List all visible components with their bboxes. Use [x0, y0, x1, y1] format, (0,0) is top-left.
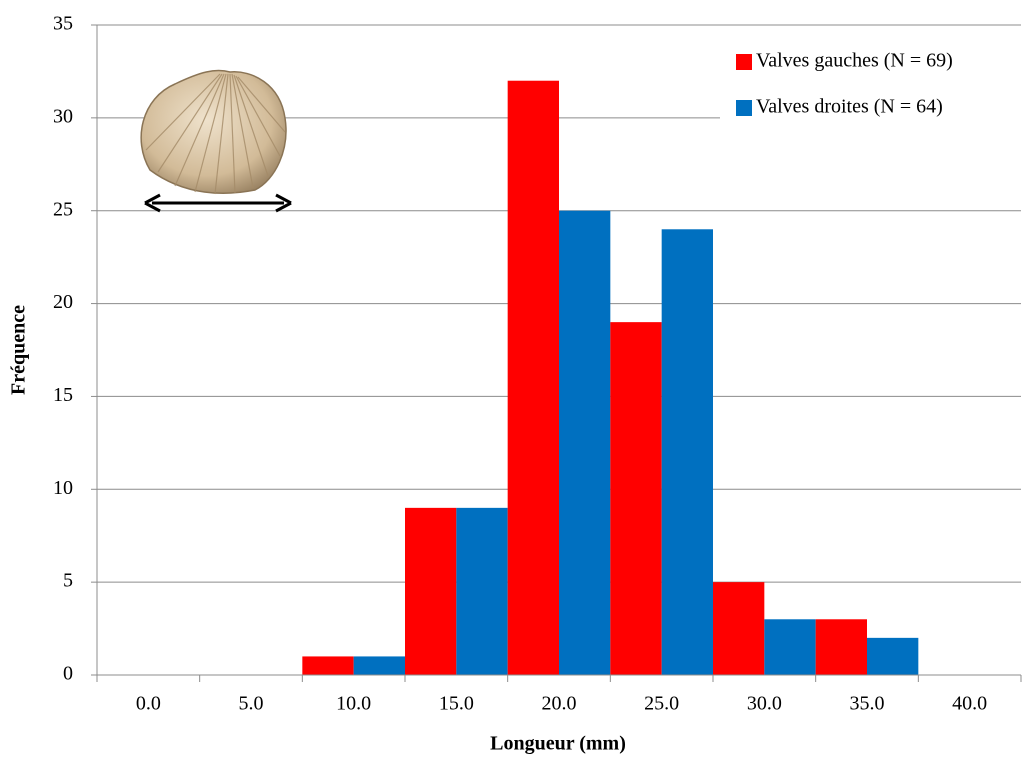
y-tick-label: 5 — [63, 570, 73, 592]
bar — [713, 582, 765, 675]
x-tick-label: 15.0 — [439, 693, 474, 715]
x-tick-label: 25.0 — [644, 693, 679, 715]
bar — [559, 210, 611, 675]
bar — [405, 507, 457, 675]
x-tick-label: 40.0 — [952, 693, 987, 715]
bar — [764, 619, 816, 675]
y-axis-title: Fréquence — [8, 305, 30, 395]
legend-swatch — [736, 54, 752, 70]
y-tick-label: 25 — [53, 198, 73, 220]
y-tick-label: 10 — [53, 477, 73, 499]
y-tick-label: 30 — [53, 105, 73, 127]
bar — [661, 229, 713, 676]
x-tick-label: 0.0 — [136, 693, 161, 715]
x-tick-label: 10.0 — [336, 693, 371, 715]
legend: Valves gauches (N = 69) Valves droites (N… — [720, 42, 1022, 122]
y-tick-label: 0 — [63, 663, 73, 685]
plot-area: 0 5 10 15 20 25 30 35 0.0 5.0 10.0 15.0 20.0 25.0 30.0… — [53, 13, 1022, 715]
bar — [302, 656, 354, 675]
bar — [353, 656, 405, 675]
x-tick-label: 5.0 — [239, 693, 264, 715]
y-tick-label: 35 — [53, 13, 73, 35]
x-tick-label: 20.0 — [542, 693, 577, 715]
bar — [815, 619, 867, 675]
legend-label: Valves gauches (N = 69) — [756, 50, 953, 72]
legend-background — [720, 42, 1022, 122]
bar — [867, 637, 919, 675]
x-tick-label: 30.0 — [747, 693, 782, 715]
y-tick-label: 20 — [53, 291, 73, 313]
legend-swatch — [736, 100, 752, 116]
y-tick-label: 15 — [53, 384, 73, 406]
legend-label: Valves droites (N = 64) — [756, 96, 943, 118]
bar — [456, 507, 508, 675]
x-axis-title: Longueur (mm) — [490, 733, 626, 755]
bar — [507, 80, 559, 675]
bar — [610, 322, 662, 675]
shell-illustration — [140, 69, 292, 213]
x-tick-label: 35.0 — [850, 693, 885, 715]
